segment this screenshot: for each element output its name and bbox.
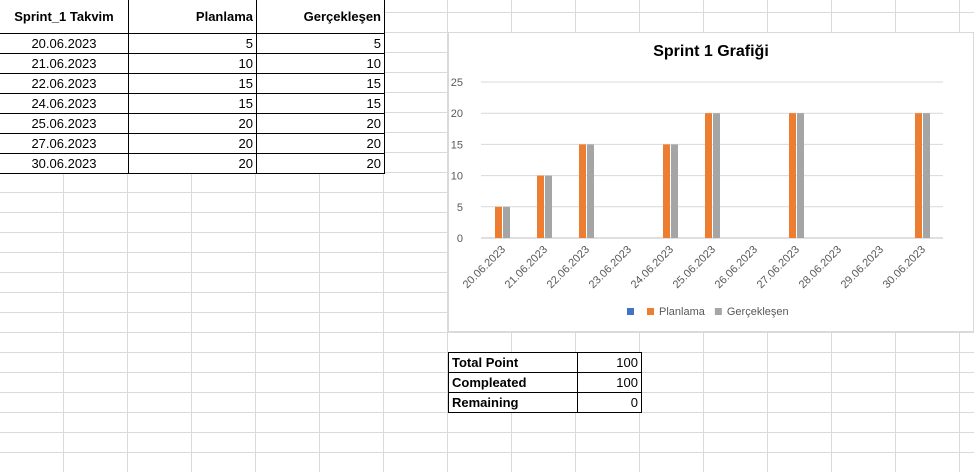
table-cell[interactable]: 20.06.2023 xyxy=(0,33,129,54)
chart-plot: 0 5 10 15 20 25 20.06.202321.06.202322.06.2023… xyxy=(451,77,943,318)
chart-title: Sprint 1 Grafiği xyxy=(653,43,769,60)
y-tick-label: 15 xyxy=(451,139,463,151)
summary-label-cell[interactable]: Remaining xyxy=(448,392,578,413)
table-cell[interactable]: 27.06.2023 xyxy=(0,133,129,154)
table-cell[interactable]: 24.06.2023 xyxy=(0,93,129,114)
x-tick-label: 28.06.2023 xyxy=(797,244,844,291)
column-header[interactable]: Planlama xyxy=(128,0,257,34)
bar xyxy=(545,175,552,238)
bar xyxy=(503,206,510,238)
table-cell[interactable]: 10 xyxy=(128,53,257,74)
table-cell[interactable]: 20 xyxy=(128,113,257,134)
summary-value-cell[interactable]: 100 xyxy=(577,372,642,393)
table-row: 20.06.2023 5 5 xyxy=(0,33,385,54)
x-tick-label: 23.06.2023 xyxy=(587,244,634,291)
table-row: 22.06.2023 15 15 xyxy=(0,73,385,94)
summary-label-cell[interactable]: Total Point xyxy=(448,352,578,373)
y-tick-label: 10 xyxy=(451,171,463,183)
table-cell[interactable]: 20 xyxy=(256,153,385,174)
sprint-chart[interactable]: Sprint 1 Grafiği 0 5 10 15 20 25 20.06.2023 21.… xyxy=(448,32,974,332)
bar xyxy=(923,113,930,238)
table-cell[interactable]: 5 xyxy=(256,33,385,54)
summary-row: Compleated 100 xyxy=(448,372,642,393)
x-tick-label: 30.06.2023 xyxy=(881,244,928,291)
table-row: 21.06.2023 10 10 xyxy=(0,53,385,74)
bar xyxy=(671,144,678,238)
table-cell[interactable]: 15 xyxy=(128,93,257,114)
x-tick-label: 22.06.2023 xyxy=(545,244,592,291)
bar xyxy=(579,144,586,238)
table-cell[interactable]: 21.06.2023 xyxy=(0,53,129,74)
bar xyxy=(789,113,796,238)
table-row: 24.06.2023 15 15 xyxy=(0,93,385,114)
column-header[interactable]: Sprint_1 Takvim xyxy=(0,0,129,34)
table-cell[interactable]: 15 xyxy=(256,93,385,114)
bar xyxy=(663,144,670,238)
summary-table: Total Point 100 Compleated 100 Remaining 0 xyxy=(448,352,642,413)
summary-label-cell[interactable]: Compleated xyxy=(448,372,578,393)
x-tick-label: 27.06.2023 xyxy=(755,244,802,291)
bar xyxy=(537,175,544,238)
table-cell[interactable]: 10 xyxy=(256,53,385,74)
table-cell[interactable]: 25.06.2023 xyxy=(0,113,129,134)
table-row: 25.06.2023 20 20 xyxy=(0,113,385,134)
bar xyxy=(705,113,712,238)
table-cell[interactable]: 20 xyxy=(256,133,385,154)
legend-swatch xyxy=(627,308,634,315)
bar xyxy=(587,144,594,238)
bar xyxy=(797,113,804,238)
summary-value-cell[interactable]: 0 xyxy=(577,392,642,413)
table-cell[interactable]: 5 xyxy=(128,33,257,54)
table-row: 30.06.2023 20 20 xyxy=(0,153,385,174)
legend-label: Gerçekleşen xyxy=(727,306,789,318)
summary-value-cell[interactable]: 100 xyxy=(577,352,642,373)
x-tick-label: 21.06.2023 xyxy=(503,244,550,291)
x-tick-label: 29.06.2023 xyxy=(839,244,886,291)
table-cell[interactable]: 20 xyxy=(256,113,385,134)
bar xyxy=(915,113,922,238)
x-tick-label: 24.06.2023 xyxy=(629,244,676,291)
x-tick-label: 20.06.2023 xyxy=(461,244,508,291)
table-cell[interactable]: 22.06.2023 xyxy=(0,73,129,94)
table-cell[interactable]: 30.06.2023 xyxy=(0,153,129,174)
sprint-data-table: Sprint_1 Takvim Planlama Gerçekleşen 20.06.… xyxy=(0,0,385,174)
legend-label: Planlama xyxy=(659,306,706,318)
column-header[interactable]: Gerçekleşen xyxy=(256,0,385,34)
y-tick-label: 25 xyxy=(451,77,463,89)
y-tick-label: 5 xyxy=(457,202,463,214)
legend-swatch xyxy=(647,308,654,315)
summary-row: Total Point 100 xyxy=(448,352,642,373)
bar xyxy=(713,113,720,238)
table-cell[interactable]: 15 xyxy=(128,73,257,94)
summary-row: Remaining 0 xyxy=(448,392,642,413)
bar xyxy=(495,206,502,238)
x-tick-label: 25.06.2023 xyxy=(671,244,718,291)
table-cell[interactable]: 15 xyxy=(256,73,385,94)
y-tick-label: 0 xyxy=(457,233,463,245)
legend-swatch xyxy=(714,308,722,315)
y-tick-label: 20 xyxy=(451,108,463,120)
table-header-row: Sprint_1 Takvim Planlama Gerçekleşen xyxy=(0,0,385,34)
table-cell[interactable]: 20 xyxy=(128,133,257,154)
table-row: 27.06.2023 20 20 xyxy=(0,133,385,154)
x-tick-label: 26.06.2023 xyxy=(713,244,760,291)
table-cell[interactable]: 20 xyxy=(128,153,257,174)
